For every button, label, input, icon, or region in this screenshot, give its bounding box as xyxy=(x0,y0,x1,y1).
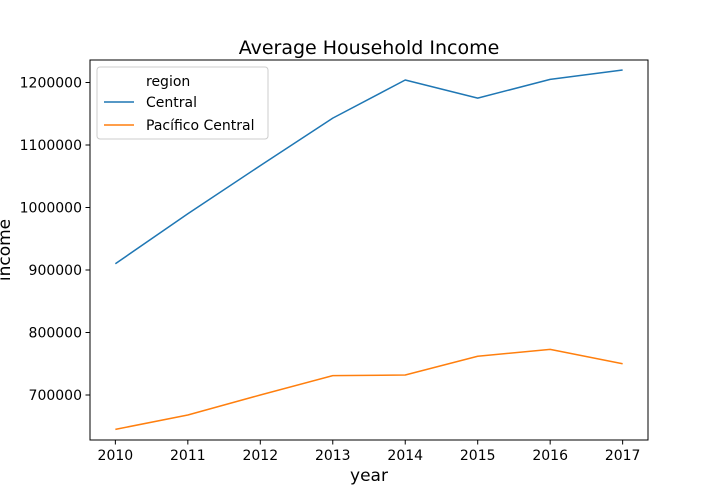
data-point xyxy=(549,348,551,350)
data-point xyxy=(477,97,479,99)
legend: region Central Pacífico Central xyxy=(96,66,269,140)
plot-frame xyxy=(89,59,649,441)
data-point xyxy=(404,374,406,376)
x-tick-label: 2011 xyxy=(170,448,206,464)
data-point xyxy=(404,79,406,81)
x-tick-label: 2014 xyxy=(387,448,423,464)
y-axis: 700000 800000 900000 1000000 1100000 1200000 xyxy=(20,76,90,404)
x-tick-label: 2016 xyxy=(532,448,568,464)
x-axis: 2010 2011 2012 2013 2014 2015 2016 2017 xyxy=(98,440,641,464)
data-point xyxy=(621,363,623,365)
y-tick-label: 1100000 xyxy=(20,138,82,154)
data-point xyxy=(187,414,189,416)
y-tick-label: 800000 xyxy=(29,326,82,342)
data-point xyxy=(332,117,334,119)
x-tick-label: 2017 xyxy=(605,448,641,464)
data-point xyxy=(477,355,479,357)
x-tick-label: 2013 xyxy=(315,448,351,464)
data-point xyxy=(259,164,261,166)
x-axis-label: year xyxy=(350,466,388,486)
data-point xyxy=(259,394,261,396)
y-tick-label: 1200000 xyxy=(20,76,82,92)
x-tick-label: 2015 xyxy=(460,448,496,464)
y-tick-label: 900000 xyxy=(29,263,82,279)
chart-title: Average Household Income xyxy=(239,37,500,59)
data-point xyxy=(114,428,116,430)
data-point xyxy=(187,213,189,215)
y-tick-label: 700000 xyxy=(29,388,82,404)
series-line-0 xyxy=(114,69,623,265)
data-point xyxy=(114,263,116,265)
x-tick-label: 2012 xyxy=(242,448,278,464)
data-point xyxy=(549,78,551,80)
legend-frame xyxy=(96,66,269,140)
series-layer xyxy=(114,69,623,431)
y-axis-label: income xyxy=(0,219,15,281)
y-tick-label: 1000000 xyxy=(20,201,82,217)
legend-label: Pacífico Central xyxy=(146,118,255,134)
data-point xyxy=(332,374,334,376)
x-tick-label: 2010 xyxy=(98,448,134,464)
legend-title: region xyxy=(146,74,190,90)
data-point xyxy=(621,69,623,71)
legend-label: Central xyxy=(146,95,197,111)
series-line-1 xyxy=(115,348,623,431)
